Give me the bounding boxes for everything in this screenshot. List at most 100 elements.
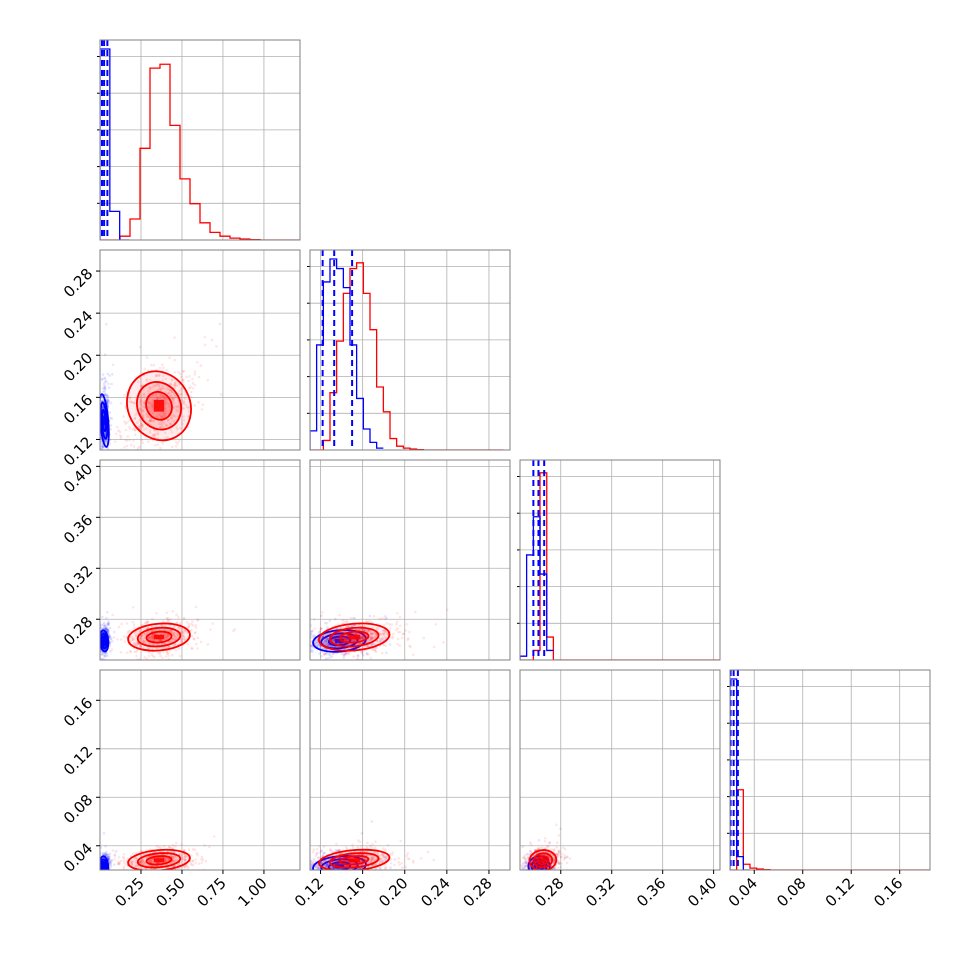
scatter-point — [382, 633, 386, 637]
scatter-point — [117, 862, 120, 866]
scatter-point — [330, 645, 334, 648]
scatter-point — [104, 323, 108, 326]
scatter-point — [102, 873, 105, 876]
scatter-point — [155, 414, 158, 418]
scatter-point — [332, 872, 335, 875]
scatter-point — [150, 404, 154, 408]
scatter-point — [139, 861, 142, 864]
scatter-point — [103, 871, 106, 874]
scatter-point — [122, 865, 126, 869]
scatter-point — [101, 373, 105, 376]
scatter-point — [287, 625, 290, 628]
scatter-point — [128, 397, 131, 400]
scatter-point — [118, 434, 122, 437]
scatter-point — [326, 637, 330, 641]
scatter-point — [360, 628, 364, 631]
scatter-point — [150, 858, 154, 862]
scatter-point — [137, 424, 141, 428]
scatter-point — [155, 374, 158, 377]
scatter-point — [123, 446, 126, 449]
scatter-point — [184, 854, 187, 858]
scatter-point — [376, 640, 379, 643]
scatter-point — [190, 634, 194, 638]
scatter-point — [103, 871, 106, 874]
scatter-point — [317, 867, 321, 870]
scatter-point — [164, 859, 168, 863]
scatter-point — [352, 616, 355, 620]
scatter-point — [367, 620, 371, 623]
scatter-point — [129, 650, 132, 654]
scatter-point — [340, 873, 343, 876]
scatter-point — [363, 636, 366, 639]
scatter-point — [152, 363, 156, 367]
scatter-point — [171, 653, 174, 657]
scatter-point — [115, 432, 118, 436]
scatter-point — [381, 629, 385, 632]
scatter-point — [117, 625, 121, 629]
scatter-point — [100, 873, 103, 876]
scatter-point — [151, 404, 154, 407]
scatter-point — [422, 636, 426, 640]
scatter-point — [161, 414, 165, 418]
scatter-point — [101, 623, 105, 626]
scatter-point — [157, 374, 161, 377]
scatter-point — [357, 638, 360, 642]
scatter-point — [398, 624, 402, 628]
scatter-point — [150, 873, 153, 876]
scatter-point — [388, 643, 392, 646]
scatter-point — [333, 867, 336, 870]
scatter-point — [316, 856, 320, 860]
scatter-point — [101, 454, 104, 457]
scatter-point — [321, 637, 325, 640]
scatter-point — [371, 632, 374, 635]
scatter-point — [171, 610, 175, 613]
scatter-point — [175, 408, 178, 411]
scatter-point — [366, 871, 369, 874]
scatter-point — [163, 642, 166, 645]
scatter-point — [156, 651, 160, 655]
scatter-point — [325, 642, 329, 646]
scatter-point — [104, 455, 107, 458]
scatter-point — [103, 624, 106, 628]
scatter-point — [154, 443, 157, 447]
scatter-point — [383, 632, 386, 635]
scatter-point — [185, 631, 189, 634]
scatter-point — [100, 626, 103, 629]
scatter-point — [107, 386, 111, 390]
scatter-point — [99, 881, 102, 884]
scatter-point — [393, 858, 397, 861]
scatter-point — [175, 637, 179, 640]
scatter-point — [382, 629, 386, 632]
scatter-point — [341, 871, 344, 874]
scatter-point — [143, 641, 147, 644]
scatter-point — [311, 865, 315, 868]
scatter-point — [105, 850, 108, 854]
scatter-point — [103, 353, 107, 356]
scatter-point — [306, 639, 309, 642]
scatter-point — [206, 379, 210, 382]
scatter-point — [174, 383, 177, 386]
scatter-point — [159, 654, 162, 658]
scatter-point — [97, 890, 100, 893]
scatter-point — [104, 873, 107, 876]
scatter-point — [108, 852, 112, 856]
scatter-point — [133, 631, 137, 635]
scatter-point — [342, 630, 346, 634]
scatter-point — [366, 630, 370, 633]
scatter-point — [325, 644, 329, 647]
scatter-point — [189, 395, 193, 398]
scatter-point — [99, 879, 102, 882]
scatter-point — [180, 630, 183, 634]
scatter-point — [191, 624, 195, 627]
scatter-point — [159, 639, 163, 642]
scatter-point — [100, 444, 104, 447]
scatter-point — [175, 841, 178, 845]
scatter-point — [278, 644, 281, 647]
scatter-point — [391, 636, 394, 640]
scatter-point — [141, 859, 144, 863]
scatter-point — [339, 873, 342, 876]
scatter-point — [140, 849, 144, 853]
scatter-point — [183, 855, 187, 859]
scatter-point — [139, 384, 143, 388]
scatter-point — [159, 422, 163, 426]
